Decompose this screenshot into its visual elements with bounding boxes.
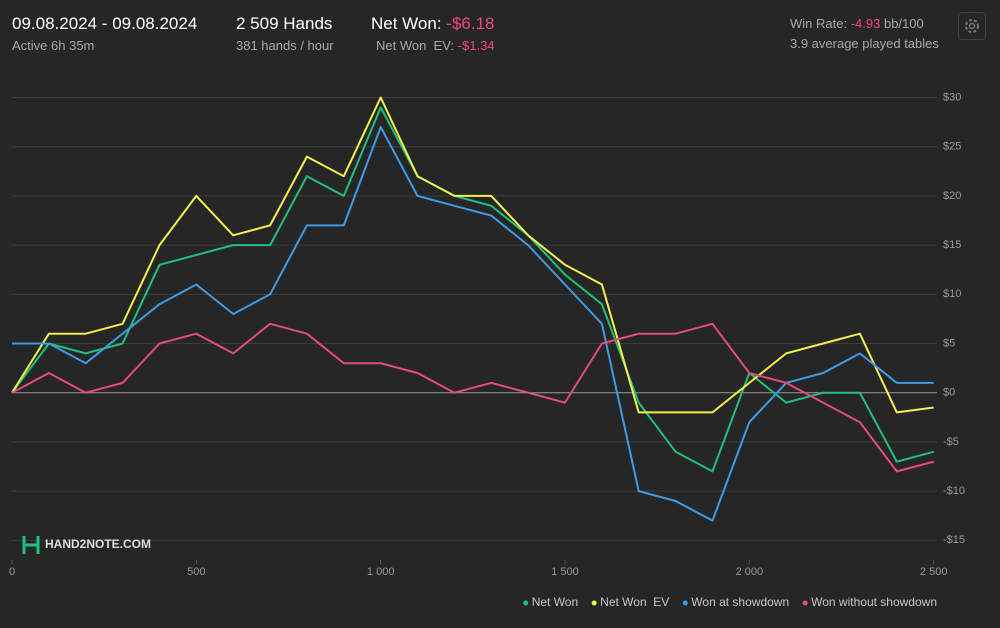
win-rate-label: Win Rate: xyxy=(790,16,848,31)
y-tick-label: $10 xyxy=(943,288,961,300)
legend-marker xyxy=(523,600,529,606)
net-won-label: Net Won: xyxy=(371,14,442,33)
watermark-text: HAND2NOTE.COM xyxy=(45,537,151,551)
hands-per-hour: 381 hands / hour xyxy=(236,38,334,53)
x-tick-label: 1 000 xyxy=(367,566,395,578)
legend-label: Won without showdown xyxy=(811,595,937,609)
date-range: 09.08.2024 - 09.08.2024 xyxy=(12,14,198,33)
legend-label: Net Won EV xyxy=(600,595,669,609)
legend-marker xyxy=(591,600,597,606)
y-tick-label: $30 xyxy=(943,91,961,103)
active-time: Active 6h 35m xyxy=(12,38,95,53)
series-line xyxy=(11,106,934,473)
series-line xyxy=(11,322,934,473)
x-tick-label: 2 500 xyxy=(920,566,948,578)
legend-label: Net Won xyxy=(532,595,578,609)
x-tick-label: 500 xyxy=(187,566,205,578)
net-won: Net Won: -$6.18 xyxy=(371,14,495,34)
net-won-ev-label: Net Won EV: xyxy=(376,38,455,53)
hands-count: 2 509 Hands xyxy=(236,14,333,33)
legend-marker xyxy=(682,600,688,606)
settings-icon xyxy=(965,19,979,33)
y-tick-label: $5 xyxy=(943,337,955,349)
settings-button[interactable] xyxy=(958,12,986,40)
legend-label: Won at showdown xyxy=(691,595,789,609)
y-tick-label: $15 xyxy=(943,239,961,251)
y-tick-label: $20 xyxy=(943,190,961,202)
x-tick-label: 2 000 xyxy=(736,566,764,578)
watermark: HAND2NOTE.COM xyxy=(22,536,151,554)
y-tick-label: -$15 xyxy=(943,534,965,546)
net-won-ev: Net Won EV: -$1.34 xyxy=(376,38,495,53)
win-rate-unit: bb/100 xyxy=(883,16,924,31)
y-tick-label: $25 xyxy=(943,141,961,153)
y-tick-label: -$10 xyxy=(943,485,965,497)
avg-tables: 3.9 average played tables xyxy=(790,36,939,51)
legend-marker xyxy=(802,600,808,606)
net-won-value: -$6.18 xyxy=(446,14,495,33)
net-won-ev-value: -$1.34 xyxy=(457,38,495,53)
y-tick-label: $0 xyxy=(943,387,955,399)
y-tick-label: -$5 xyxy=(943,436,959,448)
win-rate: Win Rate: -4.93 bb/100 xyxy=(790,16,924,31)
x-tick-label: 0 xyxy=(9,566,15,578)
x-tick-label: 1 500 xyxy=(551,566,579,578)
series-line xyxy=(12,126,934,522)
series-line xyxy=(11,96,934,414)
win-rate-value: -4.93 xyxy=(850,16,881,31)
